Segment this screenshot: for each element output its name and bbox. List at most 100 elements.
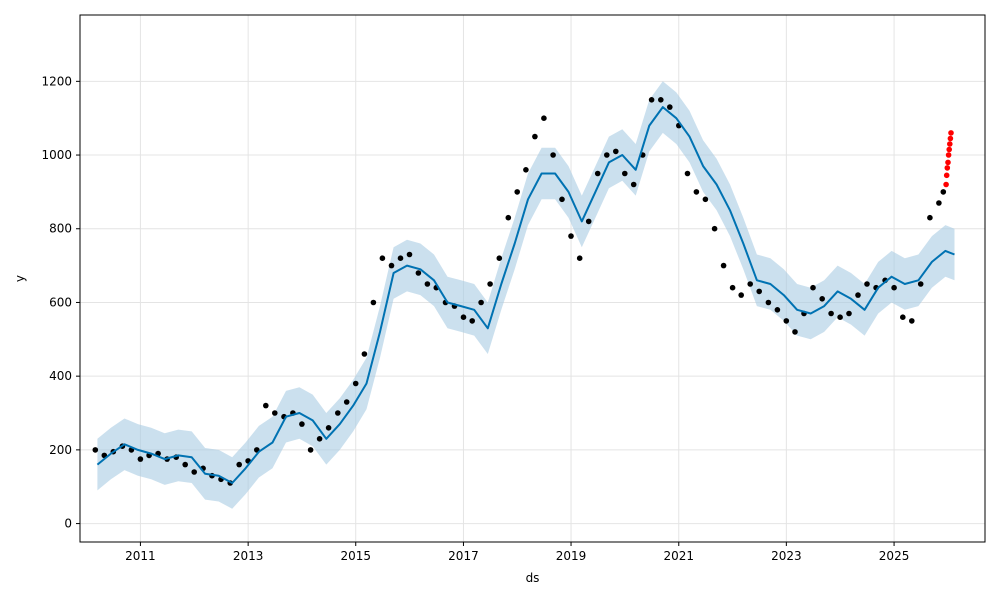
uncertainty-band [97,81,955,509]
highlighted-points [943,130,954,188]
observed-point [568,233,574,239]
observed-point [397,255,404,261]
highlighted-point [943,172,950,179]
observed-point [576,255,583,261]
x-tick-label: 2025 [879,549,910,563]
observed-point [550,152,556,158]
observed-point [352,380,359,387]
observed-point [900,314,906,321]
x-tick-label: 2011 [125,549,156,563]
observed-point [469,318,476,324]
observed-point [379,255,386,261]
observed-point [648,97,655,103]
observed-point [604,152,610,158]
observed-point [559,196,565,203]
observed-point [263,402,269,409]
plot-frame [79,14,986,543]
observed-point [370,299,377,306]
observed-point [917,281,924,287]
observed-point [92,447,99,453]
observed-point [505,214,512,221]
y-tick-label: 200 [49,443,72,457]
observed-point [532,133,538,140]
observed-point [191,469,197,475]
observed-point [783,318,790,324]
observed-point [236,461,242,468]
observed-point [460,314,467,321]
uncertainty-band-group [97,81,955,509]
observed-point [936,200,942,206]
highlighted-point [947,135,954,142]
x-tick-label: 2019 [556,549,587,563]
observed-point [424,281,431,287]
observed-point [496,255,503,261]
observed-point [828,310,834,317]
observed-point [711,225,718,232]
y-tick-label: 1000 [41,148,72,162]
observed-point [667,104,673,110]
highlighted-point [947,141,953,147]
y-tick-label: 600 [49,295,72,309]
observed-point [810,284,816,291]
y-tick-label: 0 [64,517,72,531]
observed-point [514,189,520,195]
x-tick-label: 2015 [340,549,371,563]
observed-point [765,299,772,306]
observed-point [693,189,700,195]
observed-point [891,284,897,291]
observed-point [630,181,637,188]
x-tick-label: 2021 [663,549,694,563]
observed-point [299,421,305,427]
observed-point [388,262,395,269]
x-axis: 2011 2013 2015 2017 2019 2021 2023 2025 [125,542,909,563]
observed-point [487,281,493,287]
y-tick-label: 1200 [41,74,72,88]
observed-point [415,270,422,276]
observed-point [343,399,350,405]
observed-point [927,214,933,221]
observed-point [307,447,314,453]
y-axis: 0 200 400 600 800 1000 1200 [41,74,80,531]
observed-point [909,318,915,324]
observed-point [182,461,188,468]
observed-point [774,307,781,313]
observed-point [613,148,619,155]
observed-point [729,284,736,291]
highlighted-point [946,146,952,153]
observed-point [720,262,727,269]
observed-point [622,170,628,177]
highlighted-point [943,181,949,188]
highlighted-point [944,165,951,171]
x-axis-title: ds [526,571,540,585]
observed-point [864,281,870,287]
observed-point [658,97,664,103]
observed-point [846,310,852,317]
observed-point [756,288,762,295]
observed-point [325,425,332,431]
observed-point [523,167,529,173]
observed-point [594,170,601,177]
observed-point [137,456,144,462]
observed-point [684,170,691,177]
x-tick-label: 2023 [771,549,802,563]
observed-point [316,436,323,442]
observed-point [478,299,484,306]
observed-point [747,281,753,287]
observed-point [738,292,744,298]
observed-point [335,410,341,416]
x-tick-label: 2017 [448,549,479,563]
grid [80,15,985,542]
highlighted-point [948,130,954,136]
x-tick-label: 2013 [233,549,264,563]
y-tick-label: 800 [49,222,72,236]
observed-point [361,351,368,357]
highlighted-point [945,159,951,166]
observed-point [585,218,592,225]
observed-point [541,115,547,121]
observed-point [272,410,278,416]
observed-point [837,314,843,321]
observed-point [406,251,413,258]
observed-point [792,329,798,335]
forecast-line-group [96,106,955,484]
